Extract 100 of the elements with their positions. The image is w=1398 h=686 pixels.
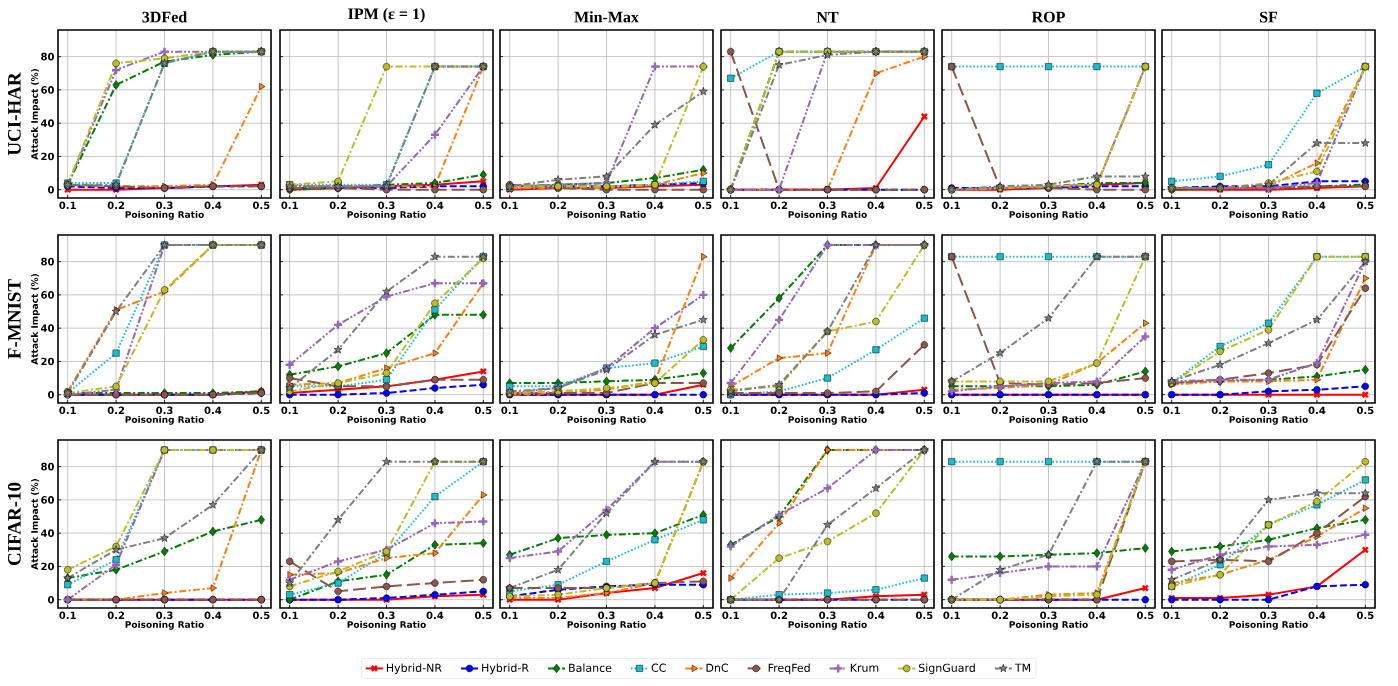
- x-tick-label: 0.4: [1088, 611, 1106, 620]
- x-tick-label: 0.2: [107, 611, 125, 620]
- x-tick-label: 0.4: [867, 611, 885, 620]
- x-tick-label: 0.4: [1088, 406, 1106, 415]
- x-tick-label: 0.2: [549, 406, 567, 415]
- x-tick-label: 0.2: [549, 611, 567, 620]
- x-axis-title: Poisoning Ratio: [567, 620, 646, 630]
- y-tick-label: 80: [41, 52, 54, 61]
- legend-label: FreqFed: [768, 663, 810, 675]
- x-tick-label: 0.5: [694, 201, 712, 210]
- y-tick-label: 40: [41, 324, 54, 332]
- text: F-MNIST: [7, 279, 21, 359]
- x-tick-label: 0.3: [1260, 406, 1277, 415]
- x-tick-label: 0.3: [598, 611, 615, 620]
- legend-label: Hybrid-R: [482, 663, 529, 675]
- x-tick-label: 0.5: [915, 406, 933, 415]
- y-tick-label: 60: [41, 291, 54, 299]
- x-tick-label: 0.1: [722, 611, 739, 620]
- y-axis-title: Attack Impact (%): [30, 274, 40, 365]
- x-tick-label: 0.1: [722, 201, 739, 210]
- x-tick-label: 0.2: [1211, 611, 1229, 620]
- x-tick-label: 0.1: [722, 406, 739, 415]
- x-tick-label: 0.5: [694, 406, 712, 415]
- y-tick-label: 40: [41, 119, 54, 127]
- y-tick-label: 40: [41, 529, 54, 537]
- chart-title: IPM (ε = 1): [348, 7, 425, 23]
- x-tick-label: 0.2: [770, 201, 788, 210]
- x-tick-label: 0.1: [943, 201, 960, 210]
- chart-title: NT: [816, 11, 839, 23]
- x-tick-label: 0.1: [59, 201, 76, 210]
- x-tick-label: 0.3: [378, 611, 395, 620]
- x-axis-title: Poisoning Ratio: [788, 210, 867, 220]
- x-axis-title: Poisoning Ratio: [125, 210, 204, 220]
- x-tick-label: 0.5: [915, 201, 933, 210]
- x-axis-title: Poisoning Ratio: [347, 620, 426, 630]
- x-axis-title: Poisoning Ratio: [125, 620, 204, 630]
- y-tick-label: 60: [41, 496, 54, 504]
- x-tick-label: 0.1: [1163, 406, 1180, 415]
- x-tick-label: 0.4: [204, 611, 222, 620]
- chart-title: SF: [1260, 11, 1278, 23]
- y-axis-title: Attack Impact (%): [30, 479, 40, 570]
- x-axis-title: Poisoning Ratio: [1229, 210, 1308, 220]
- x-tick-label: 0.5: [1356, 406, 1374, 415]
- x-tick-label: 0.5: [252, 611, 270, 620]
- x-tick-label: 0.4: [646, 611, 664, 620]
- x-tick-label: 0.1: [281, 611, 298, 620]
- legend-label: Krum: [850, 663, 879, 672]
- x-tick-label: 0.2: [329, 611, 347, 620]
- x-tick-label: 0.4: [646, 406, 664, 415]
- x-tick-label: 0.1: [501, 406, 518, 415]
- y-tick-label: 60: [41, 86, 54, 94]
- x-tick-label: 0.3: [1040, 611, 1057, 620]
- x-tick-label: 0.3: [378, 406, 395, 415]
- x-tick-label: 0.5: [1136, 201, 1154, 210]
- x-tick-label: 0.5: [1136, 406, 1154, 415]
- x-tick-label: 0.3: [598, 201, 615, 210]
- y-tick-label: 0: [48, 595, 54, 604]
- x-tick-label: 0.5: [1356, 201, 1374, 210]
- x-tick-label: 0.3: [156, 611, 173, 620]
- x-tick-label: 0.5: [474, 201, 492, 210]
- x-tick-label: 0.5: [915, 611, 933, 620]
- x-tick-label: 0.3: [598, 406, 615, 415]
- legend-label: TM: [1014, 663, 1030, 672]
- x-axis-title: Poisoning Ratio: [1009, 620, 1088, 630]
- x-tick-label: 0.1: [281, 201, 298, 210]
- x-tick-label: 0.1: [501, 201, 518, 210]
- x-tick-label: 0.1: [943, 406, 960, 415]
- x-tick-label: 0.2: [1211, 201, 1229, 210]
- x-axis-title: Poisoning Ratio: [125, 415, 204, 425]
- x-tick-label: 0.1: [59, 406, 76, 415]
- x-tick-label: 0.3: [819, 406, 836, 415]
- x-tick-label: 0.3: [1260, 611, 1277, 620]
- x-tick-label: 0.1: [943, 611, 960, 620]
- x-tick-label: 0.4: [646, 201, 664, 210]
- y-tick-label: 20: [41, 562, 54, 571]
- x-tick-label: 0.2: [991, 201, 1009, 210]
- x-axis-title: Poisoning Ratio: [347, 210, 426, 220]
- x-axis-title: Poisoning Ratio: [567, 210, 646, 220]
- x-tick-label: 0.3: [1040, 201, 1057, 210]
- legend-label: SignGuard: [918, 663, 975, 675]
- x-tick-label: 0.2: [329, 201, 347, 210]
- x-tick-label: 0.2: [991, 611, 1009, 620]
- y-tick-label: 80: [41, 257, 54, 266]
- x-tick-label: 0.4: [426, 406, 444, 415]
- y-axis-title: Attack Impact (%): [30, 69, 40, 160]
- x-tick-label: 0.4: [204, 201, 222, 210]
- x-tick-label: 0.2: [1211, 406, 1229, 415]
- x-tick-label: 0.2: [991, 406, 1009, 415]
- x-tick-label: 0.2: [549, 201, 567, 210]
- x-tick-label: 0.1: [1163, 611, 1180, 620]
- y-tick-label: 20: [41, 152, 54, 161]
- x-axis-title: Poisoning Ratio: [1009, 415, 1088, 425]
- x-tick-label: 0.3: [1040, 406, 1057, 415]
- x-tick-label: 0.4: [867, 201, 885, 210]
- x-tick-label: 0.4: [1308, 611, 1326, 620]
- legend-label: Balance: [569, 663, 612, 672]
- x-tick-label: 0.3: [819, 611, 836, 620]
- x-tick-label: 0.1: [59, 611, 76, 620]
- x-tick-label: 0.5: [694, 611, 712, 620]
- x-tick-label: 0.4: [204, 406, 222, 415]
